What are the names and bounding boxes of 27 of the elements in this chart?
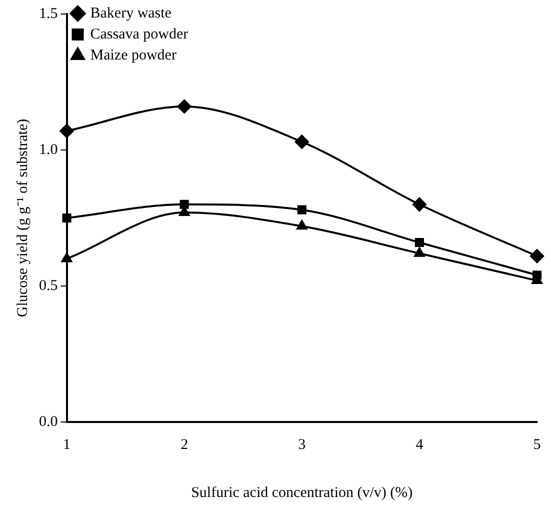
point — [296, 220, 308, 230]
point — [412, 197, 426, 212]
legend-label: Bakery waste — [90, 5, 172, 22]
x-axis-title: Sulfuric acid concentration (v/v) (%) — [191, 484, 413, 501]
point — [180, 200, 189, 209]
x-tick-label: 2 — [180, 436, 188, 453]
point — [297, 205, 306, 214]
point — [177, 99, 192, 114]
x-tick-label: 1 — [63, 436, 70, 453]
y-tick-label: 0.5 — [39, 278, 58, 294]
x-tick-label: 4 — [416, 436, 424, 453]
y-axis-title: Glucose yield (g g⁻¹ of substrate) — [14, 118, 31, 318]
point — [530, 249, 544, 264]
x-tick-label: 3 — [298, 436, 306, 453]
y-tick-label: 0.0 — [39, 414, 58, 430]
point — [532, 270, 542, 280]
legend-label: Cassava powder — [90, 26, 188, 42]
y-tick-label: 1.5 — [39, 6, 58, 22]
point — [62, 213, 72, 223]
point — [414, 247, 425, 257]
point — [294, 134, 309, 149]
x-tick-label: 5 — [533, 436, 541, 453]
point — [60, 124, 74, 138]
y-tick-label: 1.0 — [39, 142, 58, 158]
legend-label: Maize powder — [90, 47, 176, 64]
point — [61, 252, 72, 262]
point — [414, 238, 424, 248]
